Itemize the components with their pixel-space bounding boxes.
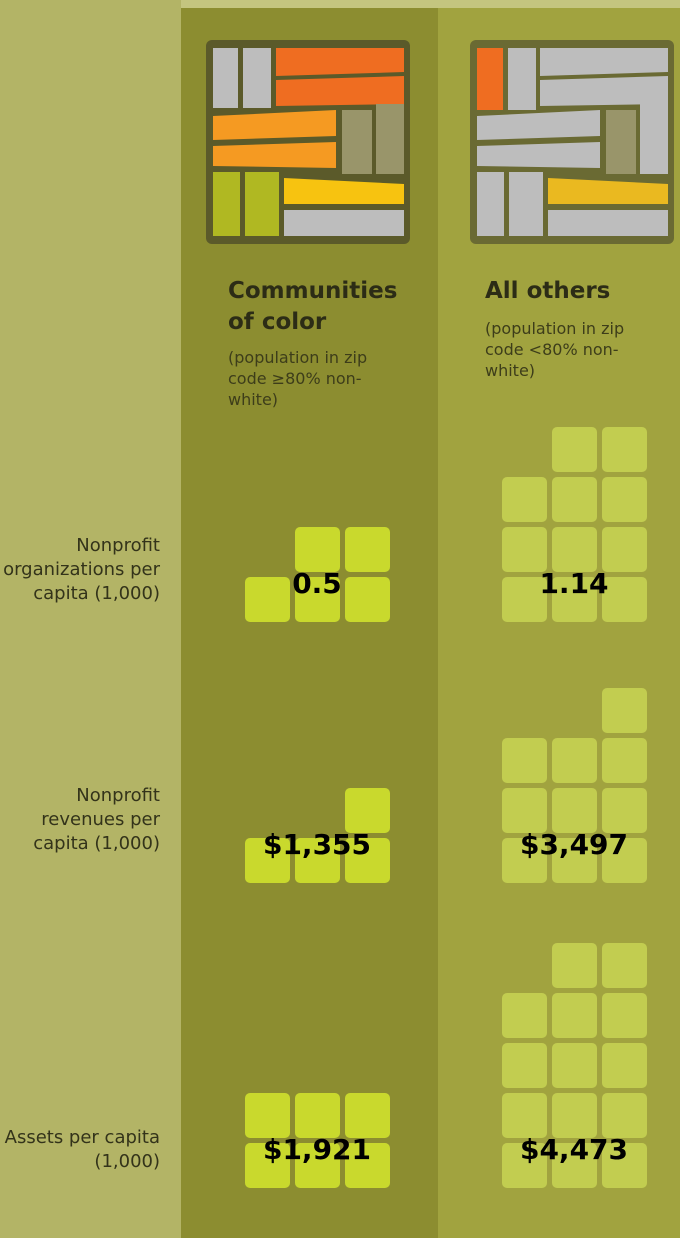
value-label: 0.5 [292, 567, 342, 600]
block [552, 838, 597, 883]
value-label: 1.14 [539, 567, 608, 600]
series-title: Communities of color [228, 278, 398, 335]
block [552, 738, 597, 783]
block [602, 477, 647, 522]
block [602, 943, 647, 988]
block [295, 527, 340, 572]
block [552, 527, 597, 572]
block [602, 993, 647, 1038]
block [502, 477, 547, 522]
block [295, 838, 340, 883]
block [602, 1143, 647, 1188]
icon-mosaic [206, 40, 410, 244]
block [502, 993, 547, 1038]
block [345, 577, 390, 622]
block [552, 477, 597, 522]
block [602, 427, 647, 472]
block [552, 577, 597, 622]
block [502, 1043, 547, 1088]
block [345, 838, 390, 883]
block [552, 993, 597, 1038]
block [502, 738, 547, 783]
block [345, 527, 390, 572]
block [295, 1143, 340, 1188]
block [602, 1093, 647, 1138]
value-label: $3,497 [520, 828, 628, 861]
block [552, 1093, 597, 1138]
block [552, 788, 597, 833]
top-strip [181, 0, 680, 8]
block [502, 788, 547, 833]
block [602, 688, 647, 733]
block [502, 577, 547, 622]
row-label: Nonprofit revenues per capita (1,000) [33, 785, 160, 854]
block [552, 1143, 597, 1188]
block [345, 788, 390, 833]
block [295, 577, 340, 622]
value-label: $1,355 [263, 828, 371, 861]
block [602, 738, 647, 783]
block [552, 943, 597, 988]
value-label: $4,473 [520, 1133, 628, 1166]
block [245, 838, 290, 883]
series-note: (population in zip code ≥80% non-white) [228, 348, 368, 409]
row-label: Nonprofit organizations per capita (1,00… [3, 535, 160, 604]
block [502, 838, 547, 883]
block [552, 1043, 597, 1088]
block [552, 427, 597, 472]
block [245, 1093, 290, 1138]
block [295, 1093, 340, 1138]
block [245, 1143, 290, 1188]
block [245, 577, 290, 622]
block [502, 1093, 547, 1138]
value-label: $1,921 [263, 1133, 371, 1166]
block [602, 577, 647, 622]
series-note: (population in zip code <80% non-white) [485, 319, 625, 380]
block [602, 1043, 647, 1088]
block [602, 788, 647, 833]
block [602, 838, 647, 883]
block [345, 1093, 390, 1138]
block [602, 527, 647, 572]
icon-mosaic [470, 40, 674, 244]
block [502, 1143, 547, 1188]
row-label: Assets per capita (1,000) [4, 1127, 160, 1172]
series-title: All others [485, 278, 611, 304]
block [345, 1143, 390, 1188]
block [502, 527, 547, 572]
